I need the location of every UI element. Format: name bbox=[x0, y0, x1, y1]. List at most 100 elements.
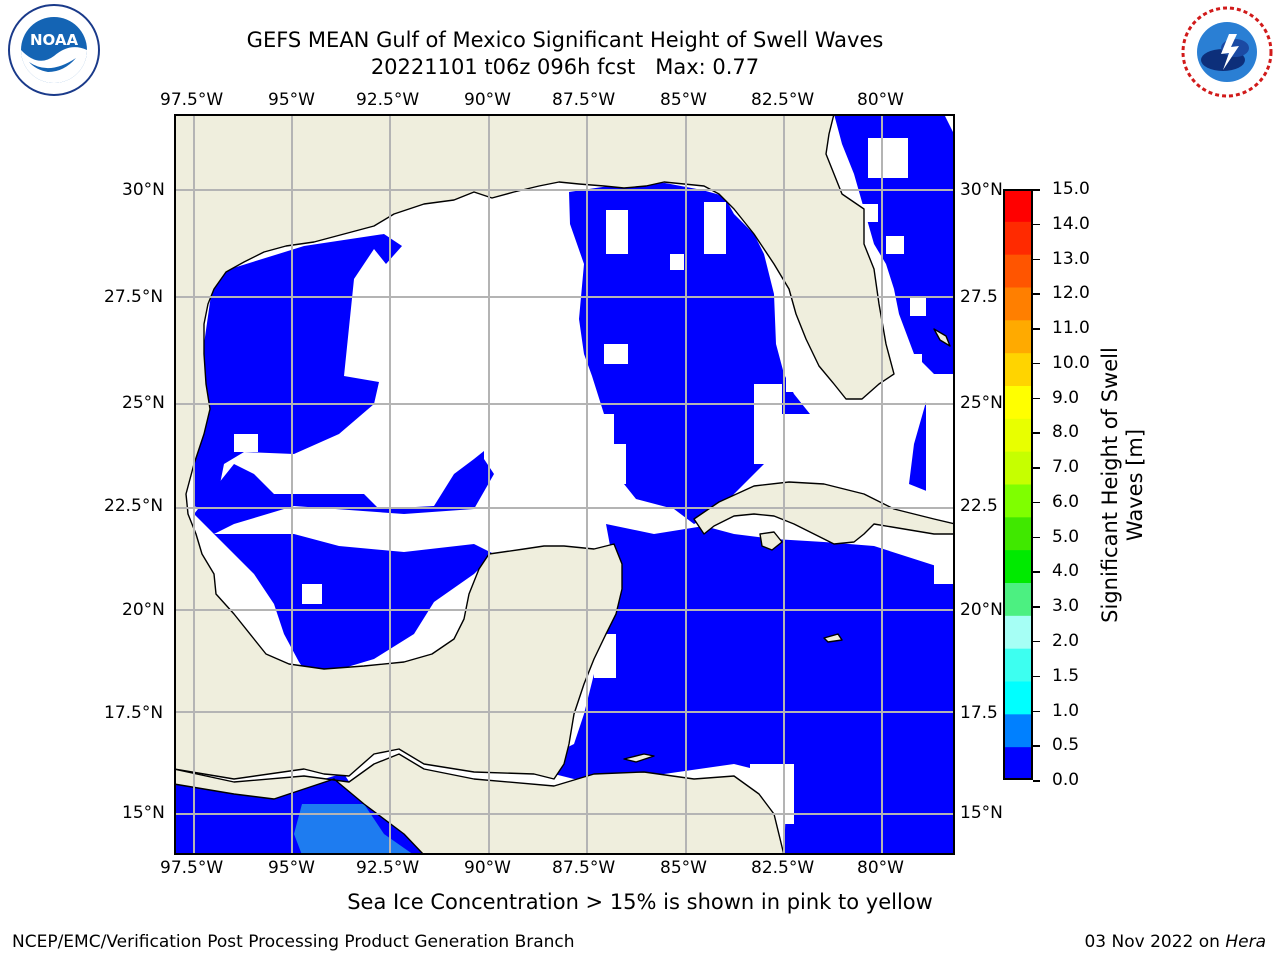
colorbar-tick-mark bbox=[1033, 258, 1040, 260]
colorbar-tick-label: 2.0 bbox=[1052, 630, 1080, 651]
lon-label-top: 95°W bbox=[268, 90, 315, 110]
lon-label-bottom: 82.5°W bbox=[751, 858, 815, 878]
colorbar bbox=[1003, 189, 1033, 781]
colorbar-segment bbox=[1003, 254, 1033, 288]
lon-label-bottom: 85°W bbox=[660, 858, 707, 878]
lat-label-right: 25°N bbox=[960, 393, 1003, 413]
map-title-line1: GEFS MEAN Gulf of Mexico Significant Hei… bbox=[246, 28, 884, 52]
colorbar-segment bbox=[1003, 517, 1033, 551]
lon-label-bottom: 87.5°W bbox=[552, 858, 616, 878]
map-title-line2: 20221101 t06z 096h fcst Max: 0.77 bbox=[370, 55, 760, 79]
colorbar-tick-mark bbox=[1033, 223, 1040, 226]
colorbar-segment bbox=[1003, 353, 1033, 387]
colorbar-segment bbox=[1003, 583, 1033, 617]
colorbar-tick-mark bbox=[1033, 293, 1040, 295]
lat-label-left: 22.5°N bbox=[104, 496, 164, 516]
colorbar-segment bbox=[1003, 320, 1033, 354]
colorbar-ticks: 15.0 14.0 13.0 12.0 11.0 10.0 9.0 8.0 7.0 6.0 5.0 4… bbox=[1033, 179, 1100, 791]
colorbar-tick-mark bbox=[1033, 397, 1040, 400]
lon-label-bottom: 80°W bbox=[857, 858, 904, 878]
colorbar-segment bbox=[1003, 550, 1033, 584]
swell-height-map bbox=[174, 114, 955, 855]
jamaica-land bbox=[823, 633, 843, 643]
colorbar-tick-mark bbox=[1033, 710, 1040, 712]
colorbar-tick-label: 10.0 bbox=[1052, 352, 1090, 373]
colorbar-segment bbox=[1003, 189, 1033, 223]
lon-label-top: 90°W bbox=[464, 90, 511, 110]
footer-host: Hera bbox=[1225, 932, 1266, 952]
colorbar-tick-mark bbox=[1033, 606, 1040, 608]
data-gaps bbox=[218, 138, 955, 824]
lon-label-bottom: 92.5°W bbox=[356, 858, 420, 878]
colorbar-segment bbox=[1003, 386, 1033, 420]
lon-label-top: 92.5°W bbox=[356, 90, 420, 110]
graticule bbox=[174, 114, 955, 855]
colorbar-segment bbox=[1003, 648, 1033, 682]
colorbar-title-line2: Waves [m] bbox=[1123, 428, 1147, 542]
colorbar-tick-label: 9.0 bbox=[1052, 387, 1080, 408]
cuba-land bbox=[693, 481, 955, 545]
lon-label-bottom: 90°W bbox=[464, 858, 511, 878]
lat-label-left: 20°N bbox=[122, 600, 165, 620]
lon-label-top: 85°W bbox=[660, 90, 707, 110]
colorbar-tick-label: 15.0 bbox=[1052, 179, 1090, 199]
colorbar-tick-mark bbox=[1033, 745, 1040, 747]
colorbar-tick-mark bbox=[1033, 189, 1040, 191]
colorbar-segment bbox=[1003, 287, 1033, 321]
footer-date-text: 03 Nov 2022 on bbox=[1084, 932, 1226, 952]
colorbar-tick-label: 5.0 bbox=[1052, 526, 1080, 547]
nws-logo bbox=[1177, 4, 1277, 100]
colorbar-tick-mark bbox=[1033, 432, 1040, 434]
colorbar-tick-mark bbox=[1033, 467, 1040, 469]
colorbar-tick-mark bbox=[1033, 536, 1040, 539]
island-south bbox=[623, 753, 655, 763]
colorbar-tick-mark bbox=[1033, 362, 1040, 365]
colorbar-tick-label: 7.0 bbox=[1052, 457, 1080, 478]
colorbar-tick-mark bbox=[1033, 501, 1040, 504]
colorbar-tick-mark bbox=[1033, 640, 1040, 643]
lat-label-left: 30°N bbox=[122, 180, 165, 200]
central-america-land bbox=[174, 753, 785, 855]
lat-label-right: 15°N bbox=[960, 803, 1003, 823]
colorbar-border bbox=[1003, 189, 1033, 780]
colorbar-tick-label: 11.0 bbox=[1052, 318, 1090, 339]
lat-label-right: 22.5 bbox=[960, 496, 998, 516]
colorbar-segment bbox=[1003, 418, 1033, 453]
lat-label-left: 27.5°N bbox=[104, 287, 164, 307]
lat-label-left: 15°N bbox=[122, 803, 165, 823]
noaa-logo-text: NOAA bbox=[30, 31, 79, 49]
bahamas-land bbox=[933, 328, 951, 347]
lon-label-bottom: 95°W bbox=[268, 858, 315, 878]
colorbar-tick-mark bbox=[1033, 328, 1040, 330]
lon-label-bottom: 97.5°W bbox=[160, 858, 224, 878]
footer-branch-credit: NCEP/EMC/Verification Post Processing Pr… bbox=[12, 932, 575, 952]
lon-label-top: 97.5°W bbox=[160, 90, 224, 110]
footer-date: 03 Nov 2022 on Hera bbox=[1084, 932, 1266, 952]
sea-ice-caption: Sea Ice Concentration > 15% is shown in … bbox=[347, 890, 933, 914]
colorbar-segment bbox=[1003, 484, 1033, 518]
lon-label-top: 87.5°W bbox=[552, 90, 616, 110]
colorbar-tick-mark bbox=[1033, 780, 1040, 782]
lon-label-top: 80°W bbox=[857, 90, 904, 110]
swell-0p5-1m-region bbox=[294, 804, 414, 855]
colorbar-tick-label: 4.0 bbox=[1052, 561, 1080, 582]
colorbar-segment bbox=[1003, 681, 1033, 715]
colorbar-tick-mark bbox=[1033, 571, 1040, 573]
colorbar-tick-label: 6.0 bbox=[1052, 491, 1080, 512]
colorbar-tick-label: 13.0 bbox=[1052, 248, 1090, 269]
colorbar-segment bbox=[1003, 615, 1033, 650]
colorbar-title: Significant Height of Swell Waves [m] bbox=[1098, 285, 1158, 685]
lat-label-right: 20°N bbox=[960, 600, 1003, 620]
lat-label-right: 17.5 bbox=[960, 703, 998, 723]
colorbar-tick-label: 14.0 bbox=[1052, 213, 1090, 234]
colorbar-title-line1: Significant Height of Swell bbox=[1098, 347, 1122, 623]
colorbar-tick-label: 0.5 bbox=[1052, 735, 1080, 756]
colorbar-tick-label: 0.0 bbox=[1052, 770, 1080, 790]
colorbar-segment bbox=[1003, 451, 1033, 485]
lat-label-left: 17.5°N bbox=[104, 703, 164, 723]
noaa-logo: NOAA bbox=[4, 4, 104, 96]
isla-juventud-land bbox=[759, 531, 783, 551]
colorbar-tick-label: 12.0 bbox=[1052, 283, 1090, 304]
lat-label-right: 27.5 bbox=[960, 287, 998, 307]
colorbar-tick-label: 3.0 bbox=[1052, 596, 1080, 617]
